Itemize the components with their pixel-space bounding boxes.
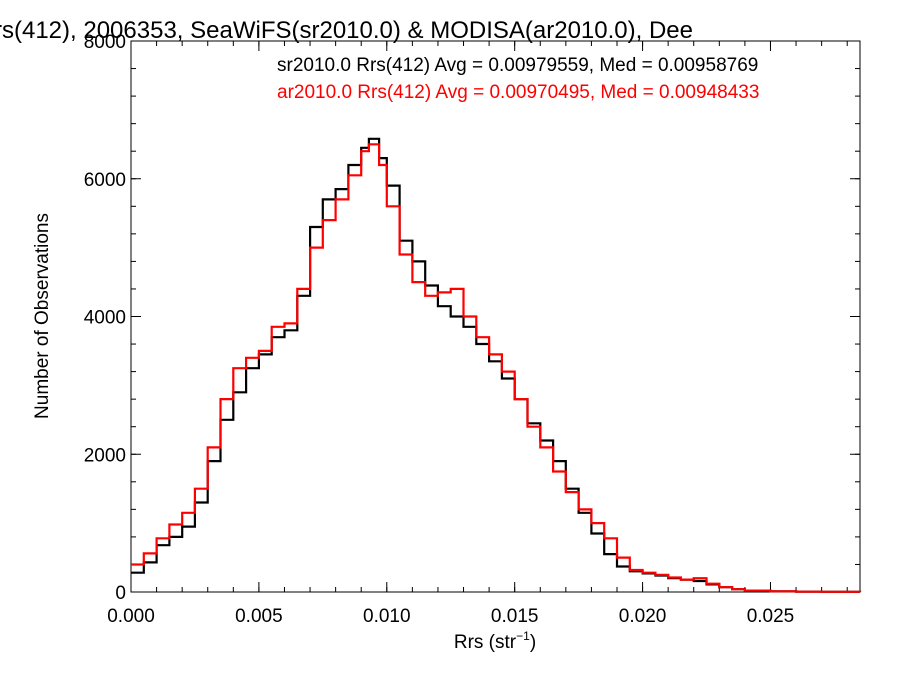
axis-ticks: 0.000 0.005 0.010 0.015 0.020 0.025 0 2000 4000 6… [84,32,860,627]
chart-title: rs(412), 2006353, SeaWiFS(sr2010.0) & MO… [0,17,693,44]
series-line-ar2010 [131,143,862,593]
y-tick-label: 2000 [84,445,126,466]
y-tick-label: 6000 [84,170,126,191]
y-tick-label: 4000 [84,308,126,329]
x-tick-label: 0.000 [107,606,155,627]
series-lines [131,137,862,593]
x-tick-label: 0.015 [491,606,539,627]
x-axis-label: Rrs (str−1) [454,629,536,653]
legend-entry-ar2010: ar2010.0 Rrs(412) Avg = 0.00970495, Med … [277,82,759,103]
series-line-sr2010 [131,137,862,593]
x-tick-label: 0.020 [619,606,667,627]
plot-frame [130,40,861,593]
x-axis-label-close: ) [530,632,536,653]
x-tick-label: 0.005 [235,606,283,627]
legend-entry-sr2010: sr2010.0 Rrs(412) Avg = 0.00979559, Med … [277,55,758,76]
y-tick-label: 0 [115,583,126,604]
y-axis-label: Number of Observations [32,213,53,419]
x-tick-label: 0.025 [747,606,795,627]
x-axis-label-text: Rrs (str [454,632,517,653]
x-tick-label: 0.010 [363,606,411,627]
y-tick-label: 8000 [84,32,126,53]
x-axis-label-superscript: −1 [516,629,530,643]
